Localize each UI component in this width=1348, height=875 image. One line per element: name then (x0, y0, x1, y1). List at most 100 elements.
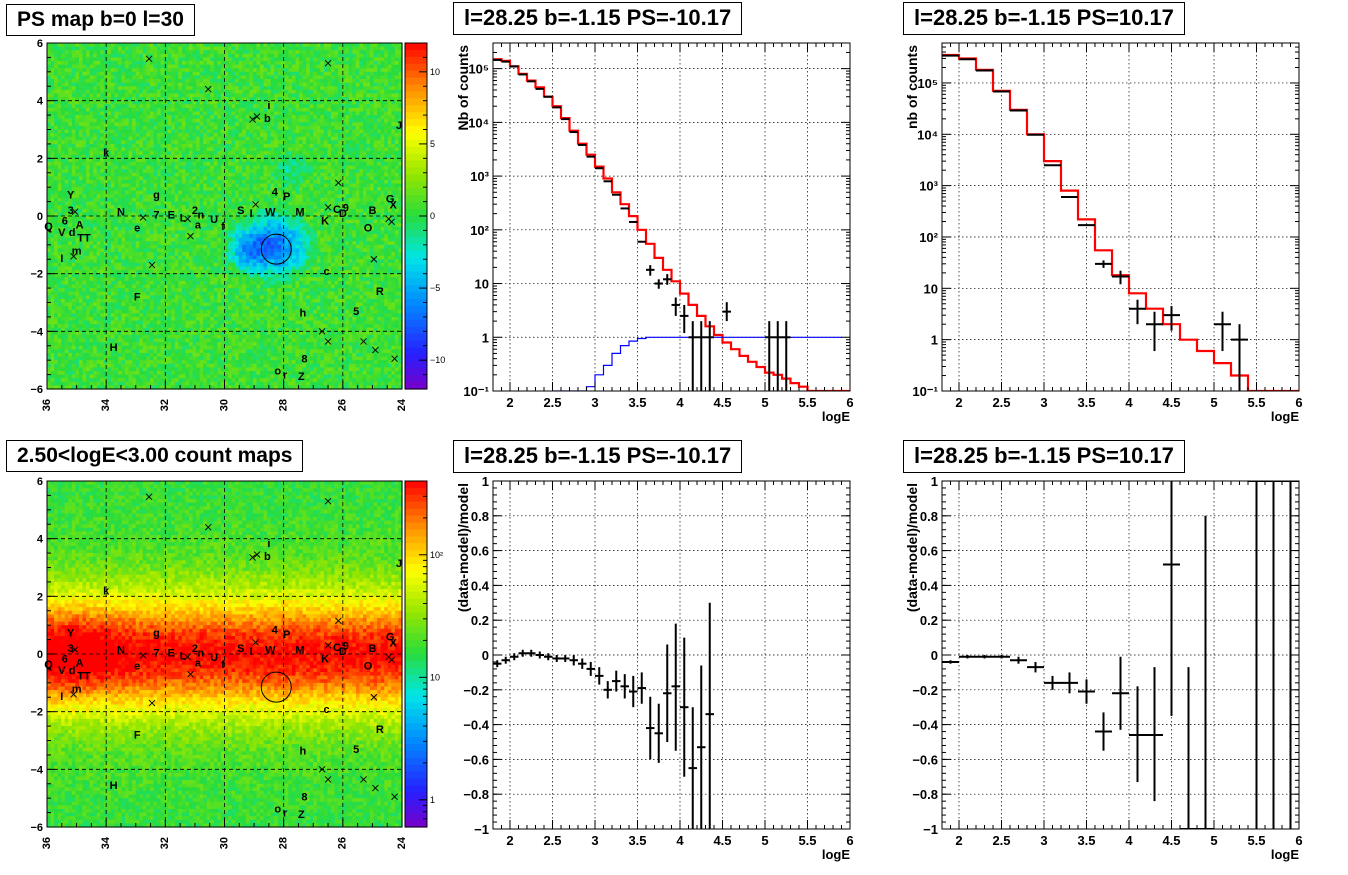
map-pixel (203, 244, 208, 250)
map-pixel (50, 255, 55, 260)
map-pixel (100, 352, 105, 358)
map-pixel (164, 255, 169, 260)
map-pixel (75, 140, 80, 145)
map-pixel (199, 223, 204, 228)
map-pixel (89, 298, 94, 304)
map-pixel (206, 284, 211, 289)
map-pixel (174, 107, 179, 113)
map-pixel (189, 197, 194, 203)
map-pixel (132, 79, 137, 84)
map-pixel (132, 46, 137, 51)
map-pixel (178, 244, 183, 250)
map-pixel (189, 273, 194, 278)
map-pixel (50, 219, 55, 224)
map-pixel (139, 179, 144, 185)
map-pixel (178, 161, 183, 167)
map-pixel (135, 280, 140, 286)
map-pixel (68, 179, 73, 185)
map-pixel (228, 223, 233, 228)
map-pixel (82, 320, 87, 325)
map-pixel (47, 352, 52, 358)
map-pixel (206, 331, 211, 336)
map-pixel (231, 53, 236, 59)
map-pixel (185, 97, 190, 102)
map-pixel (54, 197, 59, 203)
map-pixel (82, 161, 87, 167)
map-pixel (174, 223, 179, 228)
map-pixel (171, 172, 176, 177)
map-pixel (50, 284, 55, 289)
map-pixel (157, 270, 162, 275)
map-pixel (181, 176, 187, 181)
map-pixel (93, 50, 98, 55)
map-pixel (199, 266, 204, 271)
map-pixel (89, 86, 94, 91)
map-pixel (75, 356, 80, 361)
map-pixel (157, 374, 162, 379)
map-pixel (192, 140, 197, 145)
map-pixel (61, 201, 66, 206)
map-pixel (118, 306, 123, 311)
map-pixel (171, 89, 176, 95)
map-pixel (114, 302, 119, 307)
map-pixel (125, 154, 130, 159)
map-pixel (142, 367, 147, 372)
map-pixel (89, 284, 94, 289)
map-pixel (160, 352, 165, 358)
map-pixel (121, 169, 126, 174)
map-pixel (93, 75, 98, 80)
map-pixel (217, 234, 222, 239)
map-pixel (228, 115, 233, 120)
map-pixel (89, 302, 94, 307)
map-pixel (139, 79, 144, 84)
map-pixel (206, 320, 211, 325)
map-pixel (71, 248, 76, 253)
map-pixel (86, 284, 91, 289)
map-pixel (206, 57, 211, 62)
map-pixel (224, 367, 229, 372)
map-pixel (89, 345, 94, 350)
map-pixel (103, 234, 108, 239)
map-pixel (149, 115, 155, 120)
map-pixel (146, 316, 151, 322)
map-pixel (228, 385, 233, 390)
map-pixel (139, 82, 144, 87)
map-pixel (203, 100, 208, 105)
map-pixel (71, 234, 76, 239)
map-pixel (185, 61, 190, 66)
map-pixel (75, 143, 80, 149)
map-pixel (61, 374, 66, 379)
map-pixel (196, 338, 201, 343)
map-pixel (142, 259, 147, 264)
map-pixel (149, 374, 155, 379)
map-pixel (224, 129, 229, 134)
map-pixel (206, 352, 211, 358)
map-pixel (71, 100, 76, 105)
map-pixel (107, 284, 112, 289)
map-pixel (61, 64, 66, 69)
map-pixel (192, 205, 197, 210)
map-pixel (192, 324, 197, 329)
map-pixel (206, 259, 211, 264)
map-pixel (217, 111, 222, 116)
map-pixel (199, 306, 204, 311)
map-pixel (114, 50, 119, 55)
map-pixel (199, 147, 204, 152)
map-pixel (128, 133, 133, 138)
map-pixel (192, 107, 197, 113)
map-pixel (128, 381, 133, 386)
map-pixel (125, 136, 130, 141)
map-pixel (110, 158, 116, 163)
map-pixel (64, 64, 69, 69)
map-pixel (192, 169, 197, 174)
map-pixel (142, 331, 147, 336)
map-pixel (57, 288, 62, 293)
map-pixel (118, 194, 123, 199)
map-pixel (199, 151, 204, 156)
map-pixel (210, 370, 215, 376)
map-pixel (210, 169, 215, 174)
map-pixel (203, 295, 208, 300)
map-pixel (68, 291, 73, 296)
map-pixel (157, 190, 162, 195)
map-pixel (220, 381, 226, 386)
